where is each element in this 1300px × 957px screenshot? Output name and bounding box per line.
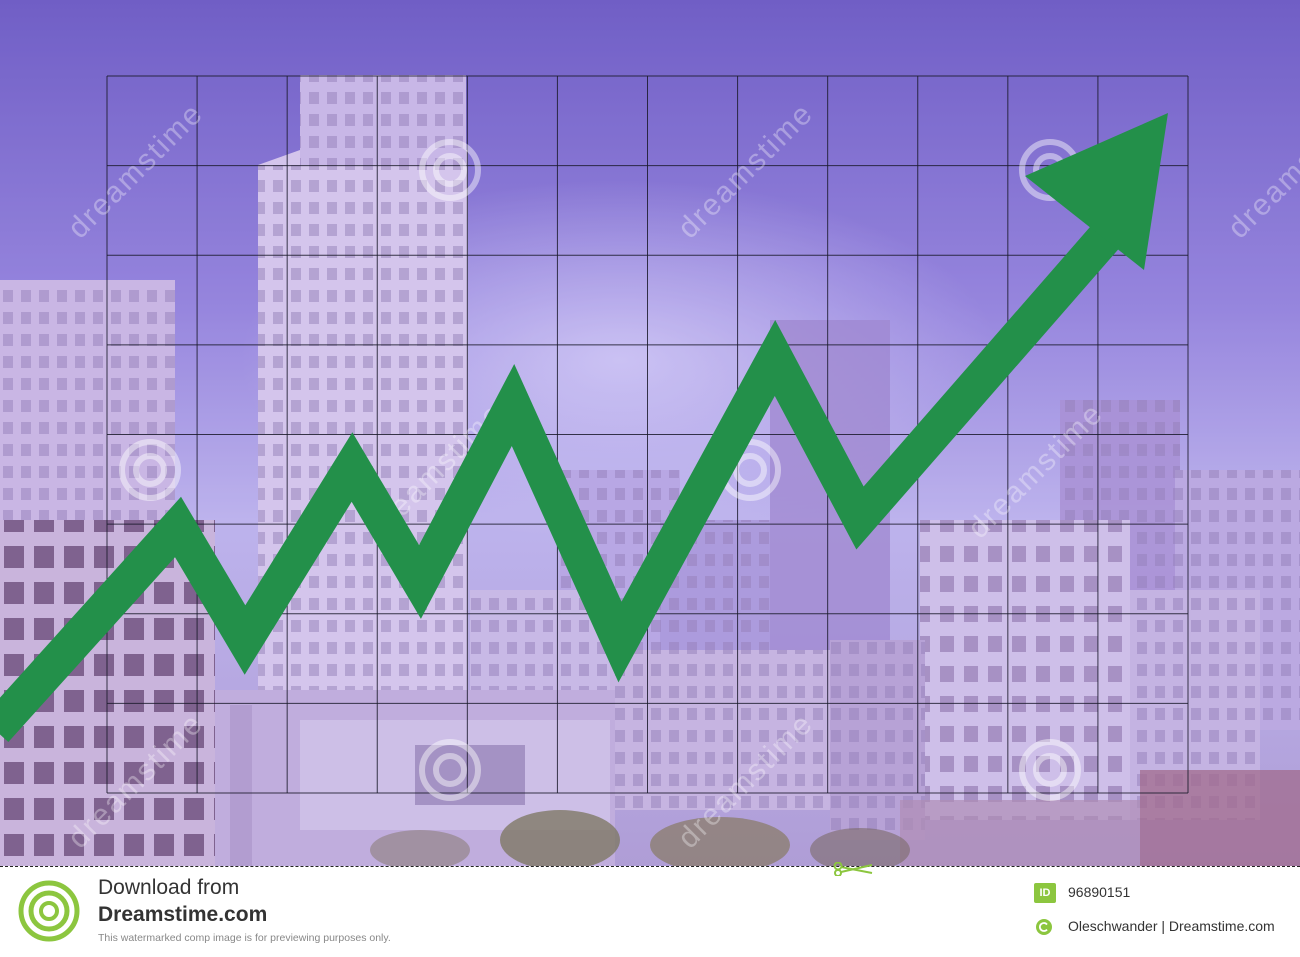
cut-line (0, 866, 1300, 867)
stock-photo: dreamstime dreamstime dreamstime dreamst… (0, 0, 1300, 866)
copyright-icon (1036, 919, 1052, 935)
image-id: 96890151 (1068, 884, 1131, 900)
id-badge: ID (1034, 883, 1056, 903)
download-from-text: Download from (98, 876, 240, 899)
green-up-arrow (0, 113, 1168, 743)
watermark-footer: Download from Dreamstime.com This waterm… (0, 862, 1300, 957)
dreamstime-link[interactable]: Dreamstime.com (98, 903, 268, 926)
author-credit: Oleschwander | Dreamstime.com (1068, 918, 1275, 934)
dreamstime-logo-icon (18, 880, 80, 942)
preview-notice: This watermarked comp image is for previ… (98, 932, 391, 944)
scissors-icon (833, 862, 873, 876)
